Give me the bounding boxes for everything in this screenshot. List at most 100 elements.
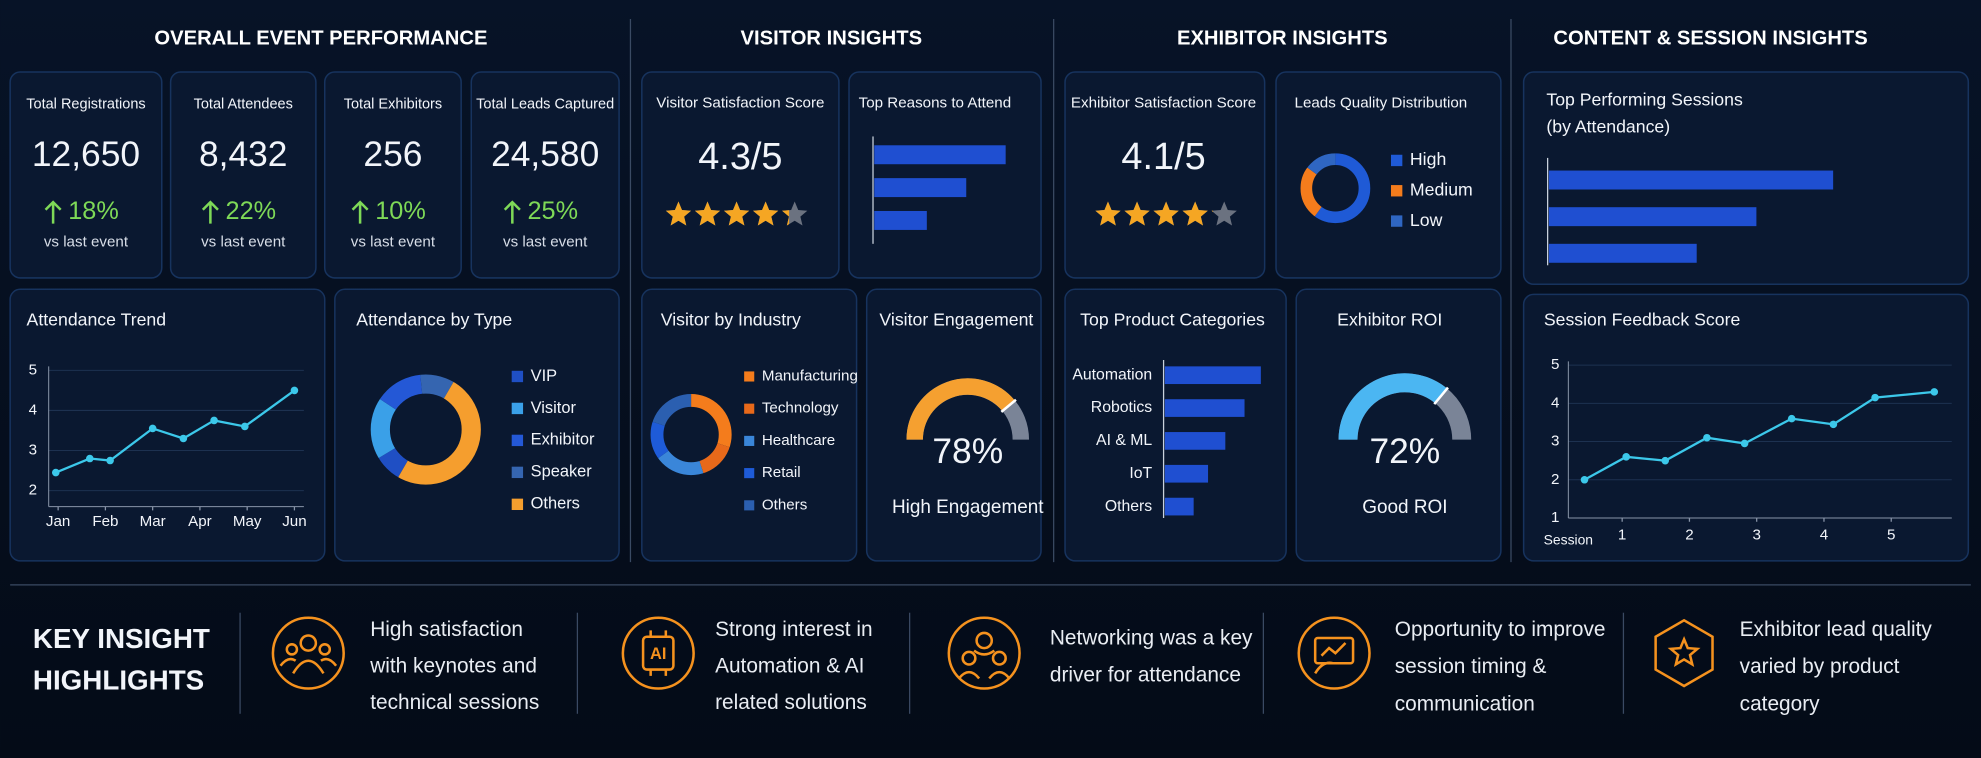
x-tick-label: 3: [1752, 527, 1760, 544]
insight-text: related solutions: [715, 691, 867, 714]
kpi-value: 256: [363, 135, 422, 174]
card-subtitle: (by Attendance): [1546, 116, 1670, 136]
insight-text: Opportunity to improve: [1395, 618, 1606, 641]
star: [1211, 210, 1214, 213]
donut-segment: [370, 373, 482, 486]
kpi-change: 22%: [226, 197, 277, 225]
x-axis-label: Session: [1544, 531, 1593, 547]
donut-segment: [1300, 152, 1371, 224]
y-tick-label: 4: [29, 401, 37, 418]
insight-text: driver for attendance: [1050, 663, 1241, 686]
y-tick-label: 1: [1551, 509, 1559, 526]
point: [290, 386, 299, 395]
point: [210, 416, 218, 425]
point: [1829, 420, 1838, 429]
kpi-note: vs last event: [201, 234, 286, 251]
donut-segment: [650, 393, 733, 476]
point: [148, 424, 157, 433]
legend-swatch: [744, 435, 755, 446]
legend-label: Exhibitor: [531, 431, 595, 449]
donut-segment: [370, 373, 482, 486]
point: [86, 454, 94, 463]
bar: [1164, 432, 1226, 450]
kpi-label: Total Registrations: [26, 97, 145, 113]
icon-part: [975, 631, 994, 650]
star: [694, 201, 721, 226]
gauge-caption: High Engagement: [892, 497, 1044, 518]
y-tick-label: 3: [29, 442, 37, 459]
kpi-label: Total Attendees: [194, 97, 293, 113]
donut-edge: [1299, 152, 1372, 225]
star: [1153, 201, 1179, 226]
bar: [1548, 243, 1697, 263]
kpi-change: 25%: [527, 197, 578, 225]
x-tick-label: Feb: [92, 513, 118, 530]
point: [1871, 393, 1879, 402]
insight-icon: [1654, 618, 1714, 688]
legend-swatch: [744, 403, 755, 414]
donut-segment: [650, 393, 733, 476]
bar: [1164, 464, 1209, 483]
panel: [1522, 293, 1970, 562]
card-title: Top Reasons to Attend: [859, 95, 1012, 112]
y-tick-label: 3: [1551, 433, 1559, 450]
up-arrow: [201, 200, 219, 224]
bar: [874, 210, 927, 230]
star: [1124, 201, 1150, 226]
x-tick-label: 5: [1887, 527, 1895, 544]
icon-part: [957, 649, 1011, 680]
panel: [470, 71, 620, 279]
icon-ring: [621, 616, 695, 690]
x-tick-label: 1: [1618, 527, 1626, 544]
up-arrow: [503, 200, 521, 224]
donut-segment: [1300, 152, 1371, 224]
legend-label: Speaker: [531, 463, 593, 481]
icon-part: [1313, 636, 1355, 665]
up-arrow: [351, 200, 369, 224]
gauge-value: [906, 378, 1015, 440]
icon-part: [285, 643, 299, 656]
panel: [1064, 71, 1266, 279]
legend-swatch: [511, 434, 524, 447]
gauge-label: 72%: [1369, 432, 1440, 471]
section-title: CONTENT & SESSION INSIGHTS: [1553, 28, 1867, 50]
bar: [1164, 399, 1245, 417]
card-title: Leads Quality Distribution: [1295, 95, 1468, 112]
point: [1787, 414, 1796, 423]
donut-edge: [369, 373, 482, 486]
point: [179, 434, 188, 443]
kpi-label: Total Leads Captured: [476, 97, 614, 113]
panel: [9, 288, 326, 562]
legend-swatch: [744, 371, 755, 382]
legend-label: Visitor: [531, 399, 577, 417]
panel: [641, 71, 840, 279]
insights-title: HIGHLIGHTS: [33, 665, 204, 696]
star: [752, 201, 779, 226]
donut-segment: [650, 393, 733, 476]
x-tick-label: 4: [1820, 527, 1828, 544]
card-title: Session Feedback Score: [1544, 310, 1741, 330]
insight-icon: [947, 616, 1021, 690]
insight-icon: [271, 616, 345, 690]
point: [241, 422, 249, 431]
panel: [865, 288, 1042, 562]
panel: [641, 288, 858, 562]
gauge-caption: Good ROI: [1362, 497, 1447, 518]
card-title: Attendance Trend: [27, 310, 167, 330]
panel: [323, 71, 462, 279]
gauge-value: [1338, 373, 1448, 441]
point: [1703, 433, 1711, 442]
kpi-value: 8,432: [199, 135, 288, 174]
icon-text: AI: [650, 645, 666, 663]
insight-icon: [1297, 616, 1371, 690]
kpi-value: 24,580: [491, 135, 599, 174]
bar: [1548, 207, 1757, 227]
point: [1622, 453, 1630, 461]
point: [1580, 475, 1589, 484]
card-title: Top Performing Sessions: [1546, 90, 1743, 110]
point: [1930, 388, 1939, 396]
donut-edge: [663, 406, 719, 463]
icon-part: [1654, 618, 1714, 688]
card-title: Top Product Categories: [1080, 310, 1265, 330]
panel: [9, 71, 163, 279]
